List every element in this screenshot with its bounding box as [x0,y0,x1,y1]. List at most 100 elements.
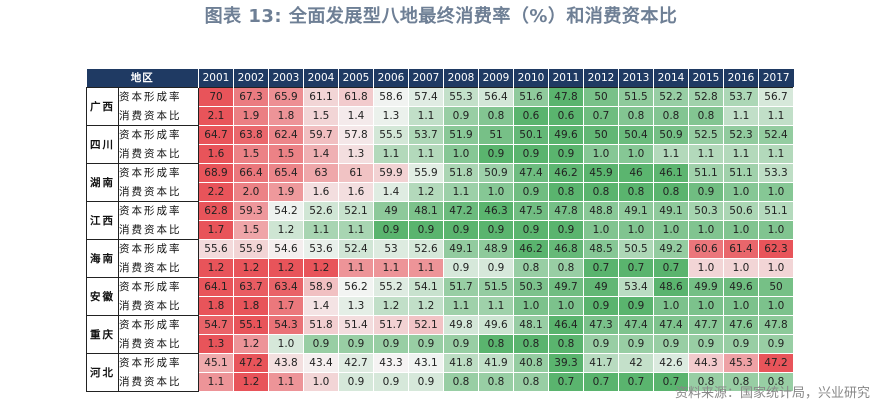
table-row: 江西 资本形成率 62.8 59.3 54.2 52.6 52.1 49 48.1 47.2 46.… [86,201,794,240]
table-cell: 0.8 [548,334,584,354]
table-cell: 49.9 [688,277,724,297]
table-cell: 63 [303,163,339,183]
table-cell: 0.8 [478,372,514,392]
header-region: 地区 [86,69,199,88]
table-cell: 1.1 [373,144,409,164]
table-cell: 0.9 [408,372,444,392]
table-cell: 51.4 [338,315,374,335]
table-cell: 0.6 [513,106,549,126]
region-name: 重庆 [86,315,119,354]
table-cell: 62.3 [758,239,794,259]
table-cell: 0.9 [688,182,724,202]
region-name: 江西 [86,201,119,240]
table-cell: 41.8 [443,353,479,373]
table-cell: 54.1 [408,277,444,297]
table-cell: 0.8 [443,372,479,392]
table-cell: 53.4 [618,277,654,297]
table-row: 消费资本比 1.2 1.2 1.2 1.2 1.1 1.1 1.1 0.9 0.9 0.8 0.8 0.… [87,258,794,278]
table-cell: 60.6 [688,239,724,259]
table-cell: 1.5 [233,220,269,240]
table-cell: 49.7 [548,277,584,297]
table-cell: 42 [618,353,654,373]
table-cell: 51.7 [373,315,409,335]
table-cell: 1.4 [338,106,374,126]
table-cell: 0.9 [758,334,794,354]
table-row: 消费资本比 2.1 1.9 1.8 1.5 1.4 1.3 1.1 0.9 0.8 0.6 0.6 0.… [87,106,794,126]
table-row: 广西 资本形成率 70 67.3 65.9 61.1 61.8 58.6 57.4 55.3 56.… [86,87,794,126]
table-cell: 61.4 [723,239,759,259]
table-cell: 0.9 [548,144,584,164]
table-cell: 2.1 [198,106,234,126]
table-cell: 67.3 [233,87,269,107]
table-cell: 1.1 [443,296,479,316]
table-cell: 50 [583,87,619,107]
table-cell: 51.8 [303,315,339,335]
table-cell: 1.0 [443,144,479,164]
table-cell: 1.3 [338,144,374,164]
header-year: 2011 [548,69,584,88]
table-row: 四川 资本形成率 64.7 63.8 62.4 59.7 57.8 55.5 53.7 51.9 5… [86,125,794,164]
table-cell: 1.1 [408,258,444,278]
table-cell: 1.1 [653,144,689,164]
indicator-label: 消费资本比 [118,144,199,164]
table-cell: 0.8 [513,258,549,278]
indicator-label: 消费资本比 [118,372,199,392]
table-cell: 0.9 [338,372,374,392]
table-cell: 49.6 [548,125,584,145]
table-cell: 0.7 [583,106,619,126]
table-cell: 1.0 [268,334,304,354]
table-cell: 45.3 [723,353,759,373]
table-cell: 1.2 [268,258,304,278]
table-cell: 52.4 [338,239,374,259]
header-year: 2008 [443,69,479,88]
table-cell: 59.3 [233,201,269,221]
table-cell: 63.4 [268,277,304,297]
table-cell: 1.5 [268,144,304,164]
table-cell: 47.8 [758,315,794,335]
table-cell: 52.1 [338,201,374,221]
table-cell: 1.1 [688,144,724,164]
table-cell: 1.8 [268,106,304,126]
table-cell: 0.9 [513,182,549,202]
table-cell: 1.1 [723,106,759,126]
header-year: 2013 [618,69,654,88]
table-cell: 0.9 [653,334,689,354]
table-row: 重庆 资本形成率 54.7 55.1 54.3 51.8 51.4 51.7 52.1 49.8 4… [86,315,794,354]
table-cell: 1.2 [233,258,269,278]
table-cell: 0.9 [478,220,514,240]
table-cell: 64.7 [198,125,234,145]
table-cell: 1.1 [758,106,794,126]
table-cell: 1.4 [303,296,339,316]
table-cell: 49.6 [478,315,514,335]
table-cell: 1.0 [723,220,759,240]
table-cell: 1.0 [688,220,724,240]
table-cell: 1.0 [723,258,759,278]
table-cell: 47.2 [443,201,479,221]
table-cell: 62.8 [198,201,234,221]
table-cell: 1.2 [408,182,444,202]
table-cell: 55.6 [198,239,234,259]
table-cell: 47.5 [513,201,549,221]
table-cell: 0.9 [443,220,479,240]
table-cell: 0.9 [443,258,479,278]
table-cell: 1.2 [198,258,234,278]
table-cell: 54.6 [268,239,304,259]
table-cell: 0.8 [688,372,724,392]
table-cell: 58.6 [373,87,409,107]
table-cell: 1.2 [233,372,269,392]
table-cell: 53.7 [408,125,444,145]
table-cell: 0.9 [583,334,619,354]
table-cell: 46 [618,163,654,183]
table-cell: 1.0 [548,296,584,316]
table-cell: 1.1 [338,220,374,240]
table-header-row: 地区 2001 2002 2003 2004 2005 2006 2007 2008 2009 2… [86,69,794,88]
table-cell: 0.9 [723,334,759,354]
table-cell: 0.8 [618,106,654,126]
table-cell: 0.9 [443,334,479,354]
table-cell: 1.0 [583,220,619,240]
header-year: 2010 [513,69,549,88]
indicator-label: 消费资本比 [118,182,199,202]
table-cell: 1.1 [408,144,444,164]
table-cell: 53.3 [758,163,794,183]
table-cell: 1.2 [268,220,304,240]
